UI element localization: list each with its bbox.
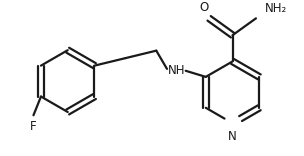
Text: O: O: [199, 1, 208, 14]
Text: F: F: [30, 120, 37, 133]
Text: N: N: [228, 130, 237, 143]
Text: NH₂: NH₂: [265, 2, 288, 15]
Text: NH: NH: [168, 64, 185, 77]
